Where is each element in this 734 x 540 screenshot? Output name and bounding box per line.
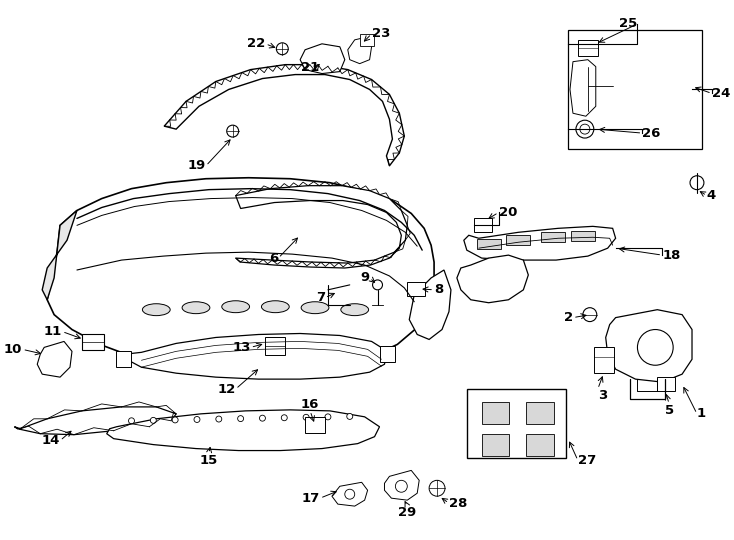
Bar	[305, 417, 325, 433]
Polygon shape	[106, 410, 379, 450]
Circle shape	[276, 43, 288, 55]
Polygon shape	[236, 186, 407, 268]
Text: 14: 14	[42, 434, 60, 447]
Polygon shape	[37, 341, 72, 377]
Text: 11: 11	[44, 325, 62, 338]
Text: 23: 23	[371, 28, 390, 40]
Text: 12: 12	[217, 382, 236, 395]
Circle shape	[396, 480, 407, 492]
Bar	[571, 231, 595, 241]
Circle shape	[227, 125, 239, 137]
Bar	[657, 377, 675, 391]
Circle shape	[346, 414, 353, 420]
Ellipse shape	[261, 301, 289, 313]
Text: 19: 19	[188, 159, 206, 172]
Bar	[506, 235, 530, 245]
Text: 24: 24	[712, 87, 730, 100]
Bar	[482, 402, 509, 424]
Text: 5: 5	[664, 404, 674, 417]
Text: 1: 1	[697, 407, 706, 420]
Text: 10: 10	[4, 343, 22, 356]
Circle shape	[303, 414, 309, 420]
Text: 13: 13	[232, 341, 250, 354]
Ellipse shape	[142, 303, 170, 316]
Text: 20: 20	[498, 206, 517, 219]
Ellipse shape	[182, 302, 210, 314]
Circle shape	[194, 416, 200, 422]
Polygon shape	[300, 44, 345, 73]
Text: 21: 21	[301, 60, 319, 73]
Polygon shape	[457, 255, 528, 303]
Polygon shape	[568, 30, 702, 149]
Bar	[360, 34, 374, 46]
Polygon shape	[606, 309, 692, 382]
Bar	[82, 334, 103, 350]
Ellipse shape	[301, 302, 329, 314]
Polygon shape	[348, 37, 371, 64]
Text: 9: 9	[360, 272, 370, 285]
Circle shape	[238, 416, 244, 422]
Bar	[473, 218, 492, 232]
Polygon shape	[164, 65, 404, 166]
Bar	[379, 346, 396, 362]
Text: 4: 4	[707, 189, 716, 202]
Text: 3: 3	[597, 389, 607, 402]
Polygon shape	[332, 482, 368, 506]
Text: 6: 6	[269, 252, 278, 265]
Bar	[526, 402, 554, 424]
Text: 26: 26	[642, 126, 661, 140]
Circle shape	[576, 120, 594, 138]
Polygon shape	[464, 226, 616, 260]
Ellipse shape	[341, 303, 368, 316]
Polygon shape	[570, 60, 596, 116]
Circle shape	[580, 124, 590, 134]
Circle shape	[325, 414, 331, 420]
Bar	[594, 347, 614, 373]
Circle shape	[150, 417, 156, 423]
Bar	[526, 434, 554, 456]
Text: 15: 15	[200, 454, 218, 467]
Bar	[482, 434, 509, 456]
Circle shape	[690, 176, 704, 190]
Text: 25: 25	[619, 17, 637, 30]
Polygon shape	[15, 407, 176, 435]
Polygon shape	[410, 270, 451, 340]
Circle shape	[637, 329, 673, 365]
Bar	[477, 239, 501, 249]
Circle shape	[216, 416, 222, 422]
Text: 16: 16	[301, 398, 319, 411]
Polygon shape	[43, 211, 77, 300]
Text: 8: 8	[434, 284, 443, 296]
Bar	[407, 282, 425, 296]
Text: 17: 17	[302, 492, 320, 505]
Circle shape	[583, 308, 597, 322]
Bar	[578, 40, 597, 56]
Text: 28: 28	[449, 497, 468, 510]
Bar	[116, 352, 131, 367]
Polygon shape	[123, 334, 388, 379]
Polygon shape	[47, 178, 434, 373]
Circle shape	[429, 480, 445, 496]
Circle shape	[128, 418, 134, 424]
Bar	[266, 338, 286, 355]
Circle shape	[260, 415, 266, 421]
Polygon shape	[467, 389, 566, 458]
Text: 29: 29	[398, 506, 416, 519]
Text: 22: 22	[247, 37, 266, 50]
Text: 27: 27	[578, 454, 596, 467]
Circle shape	[172, 417, 178, 423]
Text: 2: 2	[564, 311, 573, 324]
Bar	[541, 232, 565, 242]
Ellipse shape	[222, 301, 250, 313]
Circle shape	[345, 489, 355, 499]
Text: 18: 18	[662, 248, 680, 261]
Text: 7: 7	[316, 291, 325, 304]
Polygon shape	[385, 470, 419, 500]
Circle shape	[373, 280, 382, 290]
Circle shape	[281, 415, 287, 421]
